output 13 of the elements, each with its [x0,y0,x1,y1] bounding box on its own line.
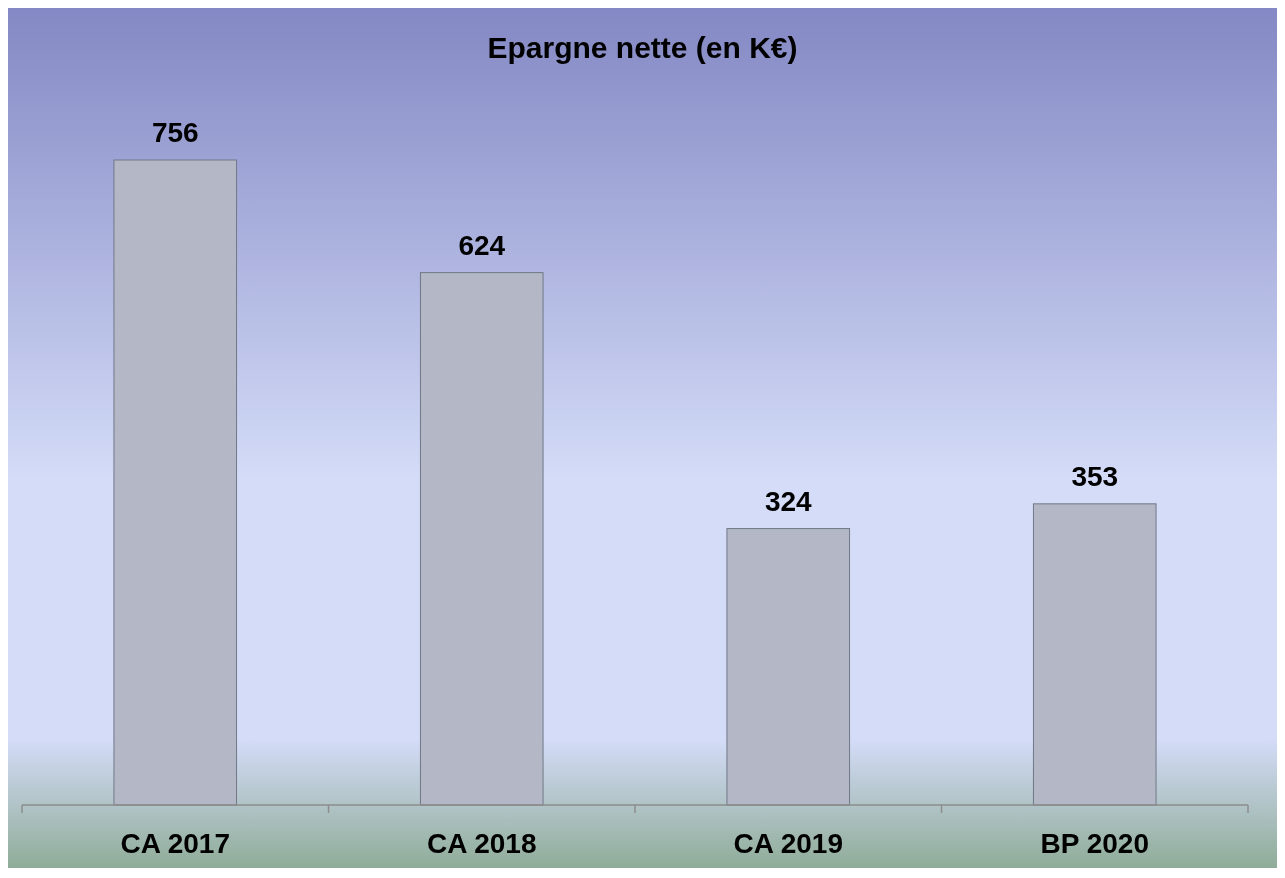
x-tick-label: CA 2019 [733,828,843,859]
bar [419,272,544,806]
x-tick-label: BP 2020 [1040,828,1149,859]
chart-title: Epargne nette (en K€) [487,31,798,64]
data-label: 756 [151,117,199,148]
x-tick-label: CA 2018 [427,828,537,859]
data-label: 353 [1071,460,1119,492]
data-label: 624 [458,229,506,261]
data-label: 324 [764,485,813,517]
bar [113,159,238,806]
bar [1032,503,1157,806]
x-tick-label: CA 2017 [120,828,230,859]
bar [726,528,851,806]
